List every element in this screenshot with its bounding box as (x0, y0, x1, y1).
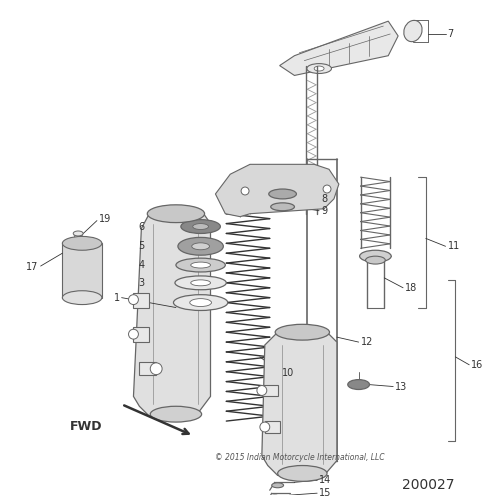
Ellipse shape (178, 238, 224, 255)
Polygon shape (134, 214, 210, 416)
Text: 13: 13 (395, 382, 407, 392)
Polygon shape (134, 292, 150, 308)
Text: 4: 4 (138, 260, 144, 270)
Text: 18: 18 (405, 283, 417, 293)
Ellipse shape (272, 483, 283, 488)
Text: 11: 11 (448, 242, 460, 252)
Ellipse shape (314, 66, 324, 71)
Ellipse shape (73, 231, 83, 236)
Ellipse shape (192, 224, 208, 230)
Ellipse shape (128, 329, 138, 339)
Text: 200027: 200027 (402, 478, 454, 492)
Polygon shape (62, 244, 102, 298)
Ellipse shape (260, 422, 270, 432)
Ellipse shape (366, 256, 386, 264)
Text: 17: 17 (26, 262, 38, 272)
Text: 7: 7 (448, 29, 454, 39)
Text: 15: 15 (319, 488, 332, 498)
Ellipse shape (190, 298, 212, 306)
Ellipse shape (323, 185, 331, 193)
Text: FWD: FWD (70, 420, 103, 432)
Ellipse shape (257, 386, 267, 396)
Ellipse shape (181, 220, 220, 234)
Ellipse shape (404, 20, 422, 42)
Ellipse shape (128, 294, 138, 304)
Polygon shape (265, 421, 280, 433)
Polygon shape (216, 164, 339, 216)
Ellipse shape (62, 290, 102, 304)
Ellipse shape (190, 262, 210, 268)
Ellipse shape (176, 258, 226, 272)
Text: 16: 16 (471, 360, 484, 370)
Ellipse shape (62, 236, 102, 250)
Ellipse shape (241, 187, 249, 195)
Text: 19: 19 (99, 214, 111, 224)
Polygon shape (134, 328, 150, 342)
Ellipse shape (190, 280, 210, 286)
Polygon shape (280, 21, 398, 76)
Ellipse shape (270, 495, 280, 499)
Polygon shape (262, 384, 278, 396)
Text: 14: 14 (319, 476, 332, 486)
Text: 2: 2 (138, 298, 144, 308)
Text: 3: 3 (138, 278, 144, 288)
Polygon shape (262, 332, 337, 476)
Ellipse shape (269, 189, 296, 199)
Ellipse shape (360, 250, 391, 262)
Text: 10: 10 (282, 368, 294, 378)
Ellipse shape (150, 406, 202, 422)
Polygon shape (140, 362, 156, 374)
Text: 1: 1 (114, 292, 119, 302)
Ellipse shape (150, 363, 162, 374)
Ellipse shape (175, 276, 227, 289)
Text: © 2015 Indian Motorcycle International, LLC: © 2015 Indian Motorcycle International, … (214, 453, 384, 462)
Ellipse shape (192, 243, 210, 250)
Text: 6: 6 (138, 222, 144, 232)
Text: 8: 8 (321, 194, 327, 204)
Ellipse shape (174, 294, 228, 310)
Ellipse shape (275, 324, 330, 340)
Text: 12: 12 (360, 337, 373, 347)
Text: 9: 9 (321, 206, 327, 216)
Text: 5: 5 (138, 242, 144, 252)
Ellipse shape (307, 64, 332, 74)
Ellipse shape (148, 205, 204, 222)
Ellipse shape (348, 380, 370, 390)
Ellipse shape (278, 466, 327, 481)
Ellipse shape (270, 203, 294, 210)
